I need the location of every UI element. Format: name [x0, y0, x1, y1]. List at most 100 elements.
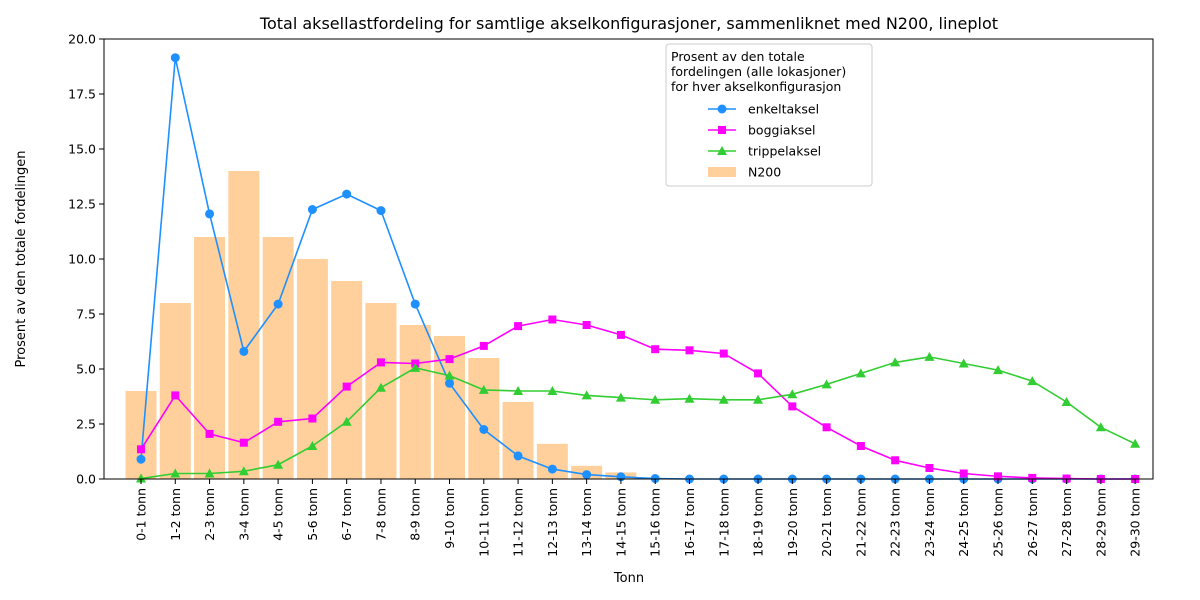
x-tick-label: 19-20 tonn — [785, 488, 800, 557]
point-boggiaksel-3 — [239, 438, 248, 447]
point-trippelaksel-26 — [1027, 376, 1038, 386]
x-tick-label: 11-12 tonn — [511, 488, 526, 557]
point-trippelaksel-29 — [1130, 438, 1141, 448]
x-tick-label: 0-1 tonn — [134, 488, 149, 541]
x-tick-label: 26-27 tonn — [1025, 488, 1040, 557]
legend-title-line: Prosent av den totale — [671, 49, 805, 64]
bar-n200-8 — [399, 325, 431, 479]
legend-title-line: for hver akselkonfigurasjon — [671, 79, 841, 94]
y-tick-label: 5.0 — [76, 362, 96, 377]
x-tick-label: 7-8 tonn — [373, 488, 388, 541]
x-tick-label: 22-23 tonn — [888, 488, 903, 557]
point-enkeltaksel-2 — [205, 209, 215, 219]
y-tick-label: 7.5 — [76, 307, 96, 322]
point-trippelaksel-9 — [444, 370, 455, 380]
legend-swatch-N200 — [708, 167, 736, 177]
point-trippelaksel-3 — [238, 466, 249, 476]
point-enkeltaksel-7 — [376, 206, 386, 216]
bars-layer — [125, 171, 637, 479]
point-enkeltaksel-9 — [445, 378, 455, 388]
legend-label-trippelaksel: trippelaksel — [748, 144, 821, 159]
point-trippelaksel-2 — [204, 468, 215, 478]
point-boggiaksel-14 — [616, 330, 625, 339]
point-boggiaksel-0 — [137, 445, 145, 454]
point-trippelaksel-10 — [478, 384, 489, 394]
x-tick-label: 3-4 tonn — [236, 488, 251, 541]
point-boggiaksel-18 — [754, 369, 763, 378]
point-boggiaksel-7 — [376, 358, 385, 367]
x-tick-label: 27-28 tonn — [1059, 488, 1074, 557]
bar-n200-6 — [331, 281, 363, 479]
point-trippelaksel-7 — [375, 382, 386, 392]
point-trippelaksel-27 — [1061, 397, 1072, 406]
point-boggiaksel-19 — [788, 402, 797, 411]
point-boggiaksel-12 — [548, 315, 557, 324]
x-tick-label: 29-30 tonn — [1128, 488, 1143, 557]
x-tick-label: 4-5 tonn — [271, 488, 286, 541]
point-boggiaksel-17 — [719, 349, 728, 358]
x-tick-label: 21-22 tonn — [853, 488, 868, 557]
legend-title-line: fordelingen (alle lokasjoner) — [671, 64, 846, 79]
x-tick-label: 8-9 tonn — [408, 488, 423, 541]
point-enkeltaksel-6 — [342, 189, 352, 199]
point-trippelaksel-8 — [410, 362, 421, 372]
bar-n200-11 — [502, 402, 534, 479]
x-axis-ticks: 0-1 tonn 1-2 tonn 2-3 tonn 3-4 tonn 4-5 tonn… — [134, 479, 1143, 557]
x-tick-label: 14-15 tonn — [613, 488, 628, 557]
bar-n200-3 — [228, 171, 260, 479]
point-enkeltaksel-10 — [479, 425, 489, 434]
x-tick-label: 2-3 tonn — [202, 488, 217, 541]
point-enkeltaksel-4 — [273, 299, 283, 309]
point-trippelaksel-28 — [1095, 422, 1106, 432]
point-trippelaksel-24 — [958, 358, 969, 368]
line-boggiaksel — [140, 318, 1136, 480]
point-enkeltaksel-8 — [410, 299, 420, 309]
x-tick-label: 13-14 tonn — [579, 488, 594, 557]
y-tick-label: 0.0 — [76, 472, 96, 487]
point-trippelaksel-0 — [136, 473, 146, 483]
point-boggiaksel-11 — [514, 322, 523, 331]
x-tick-label: 23-24 tonn — [922, 488, 937, 557]
point-boggiaksel-16 — [685, 346, 694, 355]
point-trippelaksel-12 — [547, 386, 558, 395]
point-trippelaksel-19 — [787, 389, 798, 399]
line-trippelaksel — [140, 356, 1136, 480]
point-trippelaksel-17 — [718, 394, 729, 404]
point-trippelaksel-5 — [307, 441, 318, 450]
x-tick-label: 25-26 tonn — [991, 488, 1006, 557]
point-boggiaksel-13 — [582, 321, 591, 329]
point-boggiaksel-5 — [308, 414, 317, 423]
point-enkeltaksel-11 — [513, 451, 523, 461]
legend-marker-boggiaksel — [718, 126, 726, 134]
point-trippelaksel-11 — [513, 386, 524, 395]
point-trippelaksel-22 — [890, 357, 901, 367]
x-tick-label: 20-21 tonn — [819, 488, 834, 557]
bar-n200-1 — [159, 303, 191, 479]
point-trippelaksel-15 — [650, 394, 661, 404]
x-tick-label: 16-17 tonn — [682, 488, 697, 557]
point-trippelaksel-6 — [341, 416, 352, 426]
x-tick-label: 15-16 tonn — [648, 488, 663, 557]
legend-marker-trippelaksel — [717, 146, 727, 155]
legend-label-enkeltaksel: enkeltaksel — [748, 102, 819, 117]
x-tick-label: 1-2 tonn — [168, 488, 183, 541]
x-tick-label: 6-7 tonn — [339, 488, 354, 541]
point-boggiaksel-25 — [994, 472, 1002, 481]
x-tick-label: 5-6 tonn — [305, 488, 320, 541]
point-enkeltaksel-12 — [547, 464, 557, 474]
bar-n200-0 — [125, 391, 157, 479]
bar-n200-12 — [536, 443, 568, 479]
point-boggiaksel-2 — [205, 429, 214, 438]
point-trippelaksel-14 — [615, 392, 626, 402]
point-boggiaksel-26 — [1028, 473, 1037, 482]
legend-marker-enkeltaksel — [717, 104, 727, 114]
y-tick-label: 12.5 — [68, 197, 96, 212]
legend-label-boggiaksel: boggiaksel — [748, 123, 816, 138]
point-trippelaksel-21 — [855, 368, 866, 378]
x-tick-label: 28-29 tonn — [1093, 488, 1108, 557]
y-axis-ticks: 0.0 2.5 5.0 7.5 10.0 12.5 15.0 17.5 20.0 — [68, 32, 104, 487]
legend-label-N200: N200 — [748, 165, 781, 180]
point-trippelaksel-20 — [821, 379, 832, 389]
